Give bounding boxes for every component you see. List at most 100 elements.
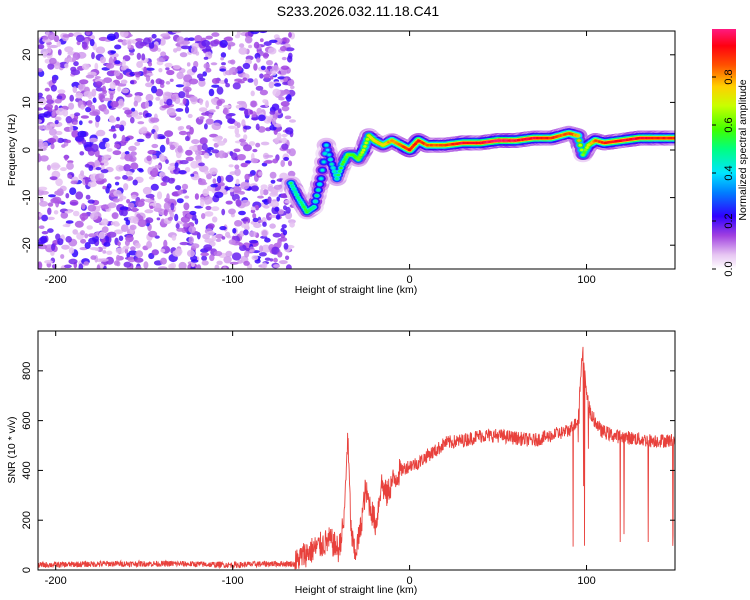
spectrogram-noise-cell <box>212 178 217 184</box>
spectrogram-noise-cell <box>134 141 141 146</box>
spectrogram-noise-cell <box>260 235 268 239</box>
spectrogram-noise-cell <box>177 145 183 153</box>
spectrogram-noise-cell <box>124 239 130 246</box>
y-tick-label: 0 <box>21 567 33 573</box>
spectrogram-noise-cell <box>65 116 73 124</box>
spectrogram-noise-cell <box>174 162 179 168</box>
spectrogram-noise-cell <box>38 261 43 269</box>
spectrogram-noise-cell <box>114 143 120 149</box>
spectrogram-noise-cell <box>122 59 126 67</box>
spectrogram-noise-cell <box>47 137 57 144</box>
spectrogram-noise-cell <box>43 125 53 131</box>
spectrogram-noise-cell <box>109 93 114 100</box>
spectrogram-noise-cell <box>138 127 148 134</box>
spectrogram-noise-cell <box>187 113 193 119</box>
spectrogram-noise-cell <box>202 188 209 197</box>
spectrogram-noise-cell <box>166 69 175 76</box>
spectrogram-noise-cell <box>252 213 257 219</box>
spectrogram-noise-cell <box>201 39 211 47</box>
spectrogram-ridge-cell <box>290 184 295 188</box>
spectrogram-ridge-cell <box>577 139 581 142</box>
spectrogram-ridge-cell <box>336 173 341 177</box>
spectrogram-noise-cell <box>103 77 113 84</box>
spectrogram-noise-cell <box>235 178 240 185</box>
spectrogram-noise-cell <box>167 165 176 171</box>
spectrogram-noise-cell <box>150 117 160 123</box>
spectrogram-noise-cell <box>38 141 45 148</box>
spectrogram-noise-cell <box>236 31 241 36</box>
spectrogram-noise-cell <box>142 186 152 195</box>
spectrogram-noise-cell <box>46 164 51 171</box>
y-tick-label: 800 <box>21 362 33 380</box>
spectrogram-noise-cell <box>194 205 204 209</box>
spectrogram-noise-cell <box>69 125 74 133</box>
spectrogram-noise-cell <box>103 242 111 247</box>
spectrogram-noise-cell <box>233 148 241 153</box>
spectrogram-noise-cell <box>253 63 258 71</box>
spectrogram-ridge-cell <box>324 143 329 147</box>
spectrogram-noise-cell <box>194 150 203 156</box>
spectrogram-noise-cell <box>221 208 226 216</box>
spectrogram-noise-cell <box>159 171 166 177</box>
spectrogram-noise-cell <box>229 188 234 193</box>
spectrogram-ridge-cell <box>363 145 367 148</box>
spectrogram-noise-cell <box>243 229 249 236</box>
spectrogram-noise-cell <box>159 79 165 85</box>
spectrogram-noise-cell <box>250 185 259 192</box>
spectrogram-ridge-cell <box>322 160 326 164</box>
spectrogram-noise-cell <box>179 160 189 165</box>
spectrogram-noise-cell <box>198 107 208 112</box>
spectrogram-noise-cell <box>288 148 296 157</box>
spectrogram-noise-cell <box>248 231 257 237</box>
spectrogram-noise-cell <box>116 116 120 122</box>
spectrogram-noise-cell <box>64 46 74 53</box>
spectrogram-noise-cell <box>85 106 92 113</box>
spectrogram-noise-cell <box>185 88 190 97</box>
spectrogram-noise-cell <box>284 115 292 120</box>
spectrogram-noise-cell <box>281 56 287 61</box>
spectrogram-noise-cell <box>272 158 279 164</box>
spectrogram-noise-cell <box>47 207 52 215</box>
spectrogram-noise-cell <box>269 171 277 179</box>
spectrogram-noise-cell <box>38 92 43 97</box>
spectrogram-noise-cell <box>214 264 220 269</box>
spectrogram-noise-cell <box>164 62 173 68</box>
spectrogram-noise-cell <box>203 244 213 251</box>
colorbar: 0.0 0.2 0.4 0.6 0.8 Normalized spectral ampl… <box>712 29 749 277</box>
spectrogram-noise-cell <box>155 88 164 97</box>
spectrogram-noise-cell <box>273 184 283 190</box>
spectrogram-noise-cell <box>211 149 220 154</box>
spectrogram-noise-cell <box>62 109 69 117</box>
spectrogram-noise-cell <box>184 106 190 114</box>
spectrogram-noise-cell <box>120 79 128 85</box>
spectrogram-ridge-cell <box>313 200 318 203</box>
spectrogram-noise-cell <box>178 130 188 136</box>
spectrogram-noise-cell <box>244 250 250 258</box>
spectrogram-noise-cell <box>115 247 125 254</box>
spectrogram-noise-cell <box>219 39 228 48</box>
spectrogram-noise-cell <box>72 210 80 217</box>
spectrogram-noise-cell <box>117 39 124 43</box>
spectrogram-noise-cell <box>285 255 290 261</box>
spectrogram-noise-cell <box>189 96 198 102</box>
spectrogram-noise-cell <box>205 205 212 211</box>
spectrogram-noise-cell <box>158 68 163 73</box>
spectrogram-noise-cell <box>257 219 264 223</box>
spectrogram-noise-cell <box>194 193 199 200</box>
spectrogram-noise-cell <box>83 261 90 266</box>
spectrogram-noise-cell <box>56 40 62 47</box>
spectrogram-noise-cell <box>64 154 69 161</box>
spectrogram-noise-cell <box>95 81 103 87</box>
spectrogram-noise-cell <box>71 57 76 62</box>
spectrogram-noise-cell <box>198 181 208 186</box>
spectrogram-noise-cell <box>48 128 57 136</box>
spectrogram-noise-cell <box>247 78 254 83</box>
spectrogram-noise-cell <box>180 45 191 50</box>
spectrogram-noise-cell <box>264 257 271 261</box>
spectrogram-noise-cell <box>117 241 121 247</box>
spectrogram-noise-cell <box>228 68 233 76</box>
spectrogram-noise-cell <box>163 239 168 248</box>
spectrogram-noise-cell <box>177 189 184 195</box>
spectrogram-noise-cell <box>270 179 276 184</box>
